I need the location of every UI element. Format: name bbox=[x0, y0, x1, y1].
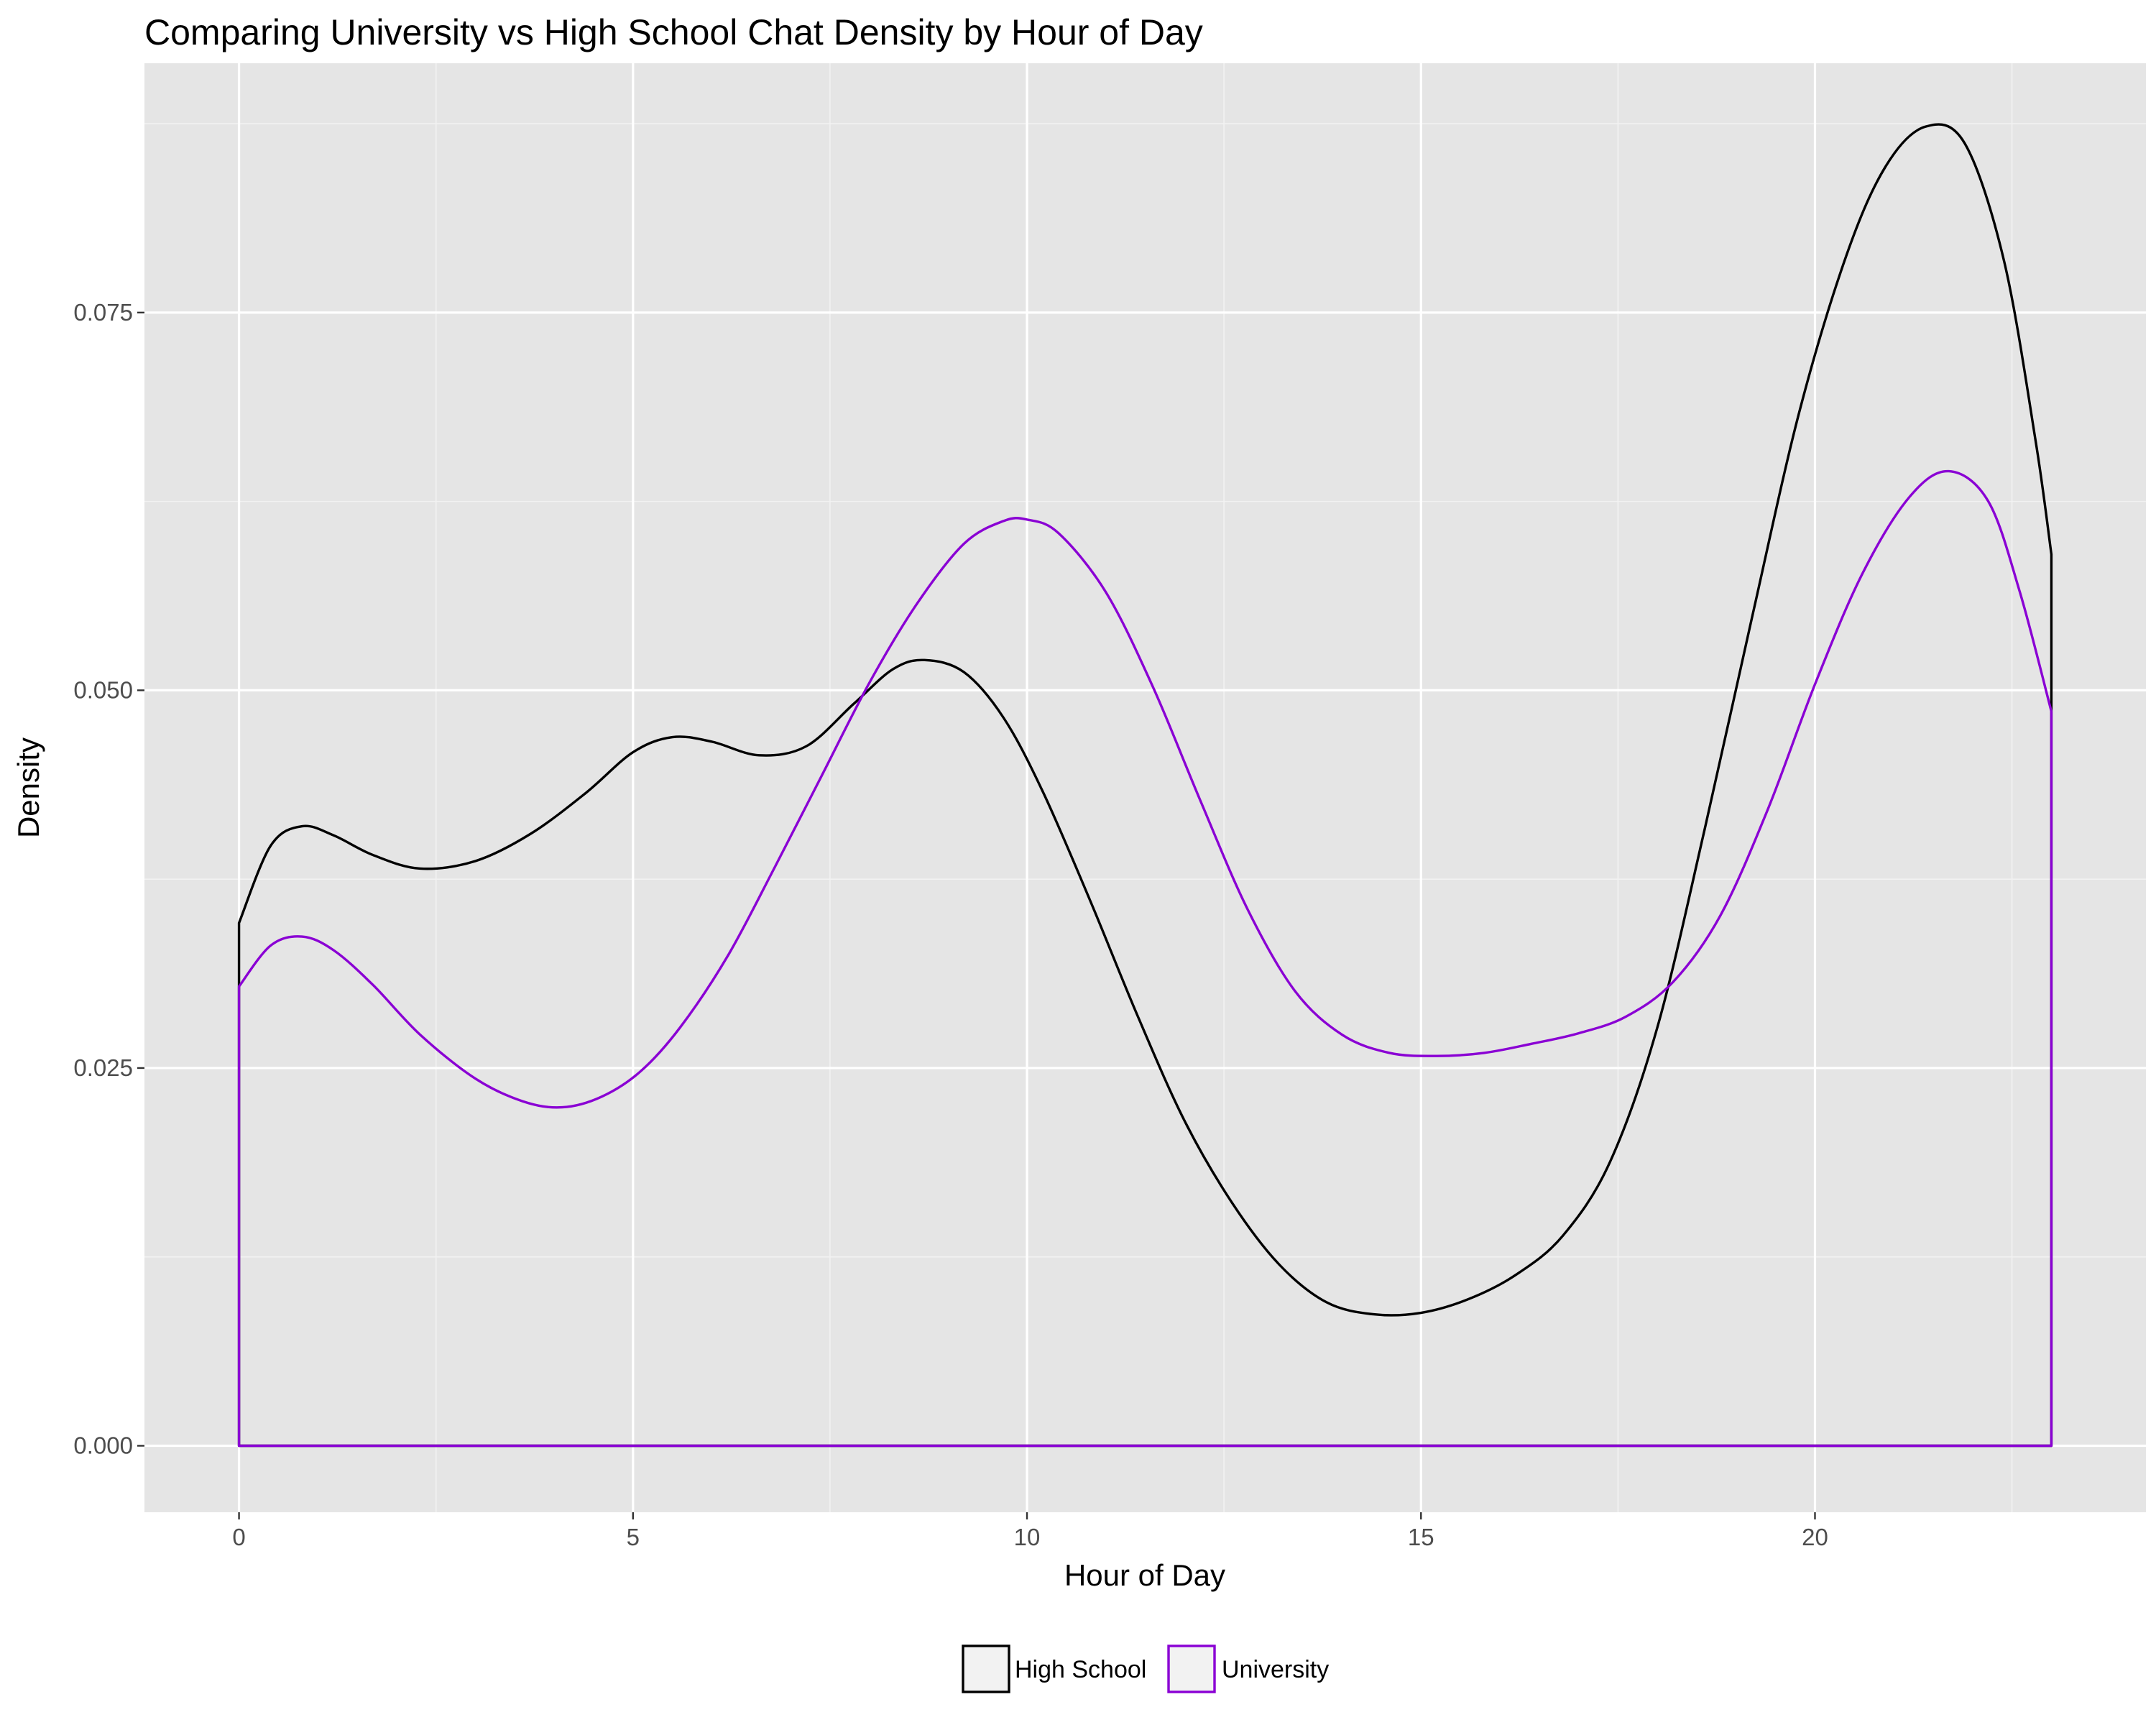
x-tick-label: 20 bbox=[1802, 1524, 1828, 1550]
y-axis: 0.000 0.025 0.050 0.075 bbox=[73, 299, 144, 1459]
y-tick-label: 0.025 bbox=[73, 1054, 133, 1081]
legend-item-high-school-label: High School bbox=[1015, 1656, 1146, 1683]
legend-item-high-school-swatch bbox=[962, 1644, 1010, 1693]
legend: High School University bbox=[962, 1644, 1329, 1693]
y-tick-label: 0.050 bbox=[73, 676, 133, 703]
chart-title: Comparing University vs High School Chat… bbox=[144, 12, 1203, 52]
density-curve-university bbox=[237, 469, 2053, 1448]
x-tick-label: 10 bbox=[1014, 1524, 1041, 1550]
y-tick-label: 0.075 bbox=[73, 299, 133, 326]
y-axis-label: Density bbox=[11, 737, 45, 838]
legend-item-university-label: University bbox=[1222, 1656, 1329, 1683]
plot-panel bbox=[144, 63, 2146, 1512]
density-curve-high-school bbox=[237, 123, 2053, 1448]
legend-item-university-swatch bbox=[1167, 1644, 1216, 1693]
x-axis-label: Hour of Day bbox=[1064, 1558, 1225, 1592]
x-tick-label: 5 bbox=[627, 1524, 640, 1550]
x-tick-label: 15 bbox=[1408, 1524, 1434, 1550]
x-tick-label: 0 bbox=[232, 1524, 245, 1550]
density-series bbox=[237, 123, 2053, 1448]
y-tick-label: 0.000 bbox=[73, 1432, 133, 1459]
minor-gridlines bbox=[144, 63, 2146, 1512]
x-axis: 0 5 10 15 20 bbox=[232, 1512, 1828, 1550]
